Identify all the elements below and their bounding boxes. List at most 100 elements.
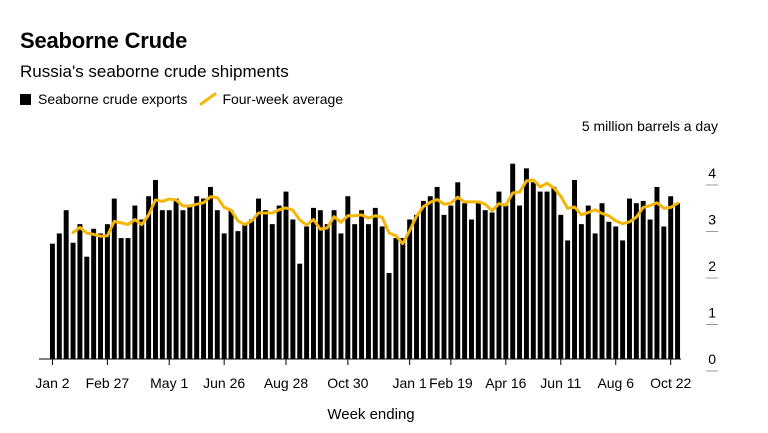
bar xyxy=(77,224,83,359)
bar xyxy=(606,221,612,359)
bar xyxy=(558,214,564,359)
bar xyxy=(633,203,639,359)
x-tick-label: Jun 26 xyxy=(203,375,245,391)
bar xyxy=(482,210,488,359)
bar xyxy=(578,224,584,359)
x-axis-title: Week ending xyxy=(327,406,414,423)
x-tick-label: Jan 1 xyxy=(393,375,427,391)
bar xyxy=(214,210,220,359)
bar xyxy=(441,214,447,359)
bar xyxy=(372,207,378,360)
bar xyxy=(317,210,323,359)
x-tick-label: Aug 6 xyxy=(597,375,634,391)
bar xyxy=(572,179,577,359)
bar xyxy=(462,203,468,359)
bar xyxy=(420,200,426,359)
bar xyxy=(585,205,591,359)
bar xyxy=(139,219,145,359)
legend-label-average: Four-week average xyxy=(222,91,344,107)
bar-swatch-icon xyxy=(20,93,31,105)
bar xyxy=(221,233,227,359)
line-swatch-icon xyxy=(199,92,217,106)
legend: Seaborne crude exports Four-week average xyxy=(20,91,355,107)
bar xyxy=(613,226,619,359)
bar xyxy=(599,203,605,359)
x-tick-label: Feb 27 xyxy=(86,375,130,391)
bar xyxy=(242,224,248,359)
bar xyxy=(365,224,371,359)
bar xyxy=(654,186,660,359)
bar xyxy=(256,198,261,359)
bar xyxy=(352,224,358,359)
bar xyxy=(132,205,138,359)
bar xyxy=(228,210,234,359)
x-tick-label: Jan 2 xyxy=(35,375,69,391)
bar xyxy=(173,198,179,359)
bar xyxy=(159,210,165,359)
bar xyxy=(324,224,330,359)
bar xyxy=(530,182,536,359)
bar xyxy=(304,226,310,359)
bar xyxy=(194,196,200,359)
average-line-series xyxy=(71,178,680,246)
bar xyxy=(407,219,413,359)
bar xyxy=(290,219,296,359)
bar xyxy=(489,212,495,359)
bar xyxy=(311,207,316,360)
x-tick-label: Jun 11 xyxy=(540,375,581,391)
bar xyxy=(297,263,303,359)
y-tick-label: 0 xyxy=(708,351,716,367)
y-axis: 0 1 2 3 4 xyxy=(706,165,718,372)
bar xyxy=(640,200,646,359)
bar xyxy=(63,210,69,359)
x-tick-label: Apr 16 xyxy=(485,375,526,391)
x-tick-label: Oct 22 xyxy=(650,375,691,391)
bar xyxy=(517,205,523,359)
bar xyxy=(544,191,550,359)
bar xyxy=(201,198,207,359)
bar xyxy=(668,196,674,359)
bar xyxy=(565,240,571,359)
bar xyxy=(49,243,55,359)
bar xyxy=(393,238,399,359)
bar xyxy=(414,214,419,359)
bar xyxy=(269,224,275,359)
bar xyxy=(249,219,255,359)
y-tick-label: 3 xyxy=(708,212,716,228)
bar xyxy=(537,191,543,359)
bar xyxy=(427,196,433,359)
bar xyxy=(620,240,626,359)
bar xyxy=(379,226,385,359)
unit-label: 5 million barrels a day xyxy=(582,118,718,134)
bar xyxy=(455,182,461,359)
bar xyxy=(496,191,502,359)
chart-title: Seaborne Crude xyxy=(20,28,188,53)
bar xyxy=(187,205,193,359)
bar xyxy=(70,242,76,359)
bar xyxy=(448,205,454,359)
y-tick-label: 1 xyxy=(708,305,716,321)
bar xyxy=(235,231,241,360)
x-tick-label: Aug 28 xyxy=(264,375,309,391)
y-tick-label: 2 xyxy=(708,258,716,274)
bar xyxy=(125,238,131,359)
chart-subtitle: Russia's seaborne crude shipments xyxy=(20,62,289,81)
bar xyxy=(104,224,110,359)
bar xyxy=(661,226,667,359)
bar xyxy=(283,191,289,359)
y-tick-label: 4 xyxy=(708,165,716,181)
bar xyxy=(675,203,681,359)
legend-item-exports: Seaborne crude exports xyxy=(20,91,187,107)
bar xyxy=(386,272,392,359)
bar xyxy=(98,233,103,359)
bar xyxy=(262,210,268,359)
bar xyxy=(475,200,481,359)
bar xyxy=(523,168,529,359)
bar xyxy=(434,186,440,359)
x-tick-label: May 1 xyxy=(150,375,188,391)
bar xyxy=(400,238,406,359)
bar-series xyxy=(49,163,681,360)
bar xyxy=(551,186,557,359)
bar xyxy=(331,210,337,359)
